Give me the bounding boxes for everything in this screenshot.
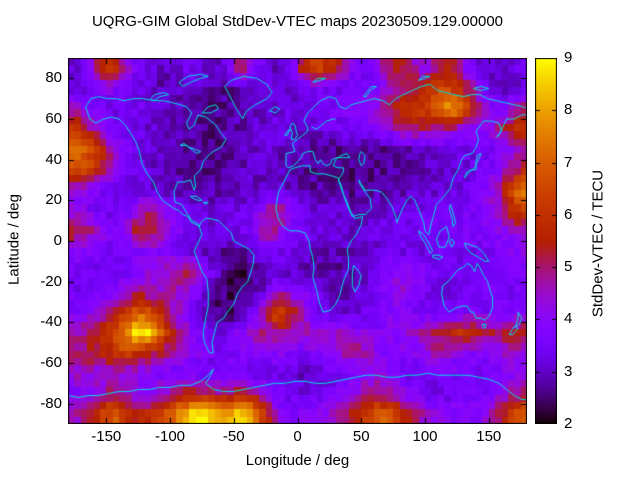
y-tick-label: -40 bbox=[40, 313, 62, 331]
y-tick-label: -80 bbox=[40, 394, 62, 412]
chart-title: UQRG-GIM Global StdDev-VTEC maps 2023050… bbox=[91, 13, 504, 30]
x-tick-label: -150 bbox=[91, 428, 122, 445]
y-tick-label: 20 bbox=[45, 191, 62, 209]
y-tick-label: 80 bbox=[45, 69, 62, 87]
y-tick-label: 0 bbox=[53, 232, 62, 249]
colorbar-tick-label: 2 bbox=[564, 415, 573, 432]
y-axis-label: Latitude / deg bbox=[5, 194, 23, 285]
colorbar-tick-label: 9 bbox=[564, 49, 573, 66]
x-tick-label: 150 bbox=[476, 428, 502, 445]
colorbar-tick-label: 4 bbox=[564, 310, 573, 328]
colorbar-tick-label: 8 bbox=[564, 101, 573, 119]
x-axis-label: Longitude / deg bbox=[245, 452, 350, 469]
x-tick-label: -100 bbox=[154, 428, 186, 445]
colorbar-tick-label: 7 bbox=[564, 153, 573, 171]
colorbar-tick-label: 5 bbox=[564, 258, 573, 276]
x-tick-label: 50 bbox=[352, 428, 370, 445]
y-tick-label: 60 bbox=[45, 110, 62, 127]
colorbar-canvas bbox=[535, 58, 557, 424]
x-tick-label: 100 bbox=[412, 428, 438, 445]
colorbar-label: StdDev-VTEC / TECU bbox=[589, 169, 607, 318]
heatmap-canvas bbox=[68, 58, 527, 424]
colorbar-tick-label: 3 bbox=[564, 362, 573, 380]
colorbar-tick-label: 6 bbox=[564, 205, 573, 223]
y-tick-label: 40 bbox=[45, 150, 62, 168]
y-tick-label: -20 bbox=[40, 272, 62, 290]
x-tick-label: -50 bbox=[222, 428, 245, 445]
x-tick-label: 0 bbox=[293, 428, 302, 445]
y-tick-label: -60 bbox=[40, 354, 62, 371]
